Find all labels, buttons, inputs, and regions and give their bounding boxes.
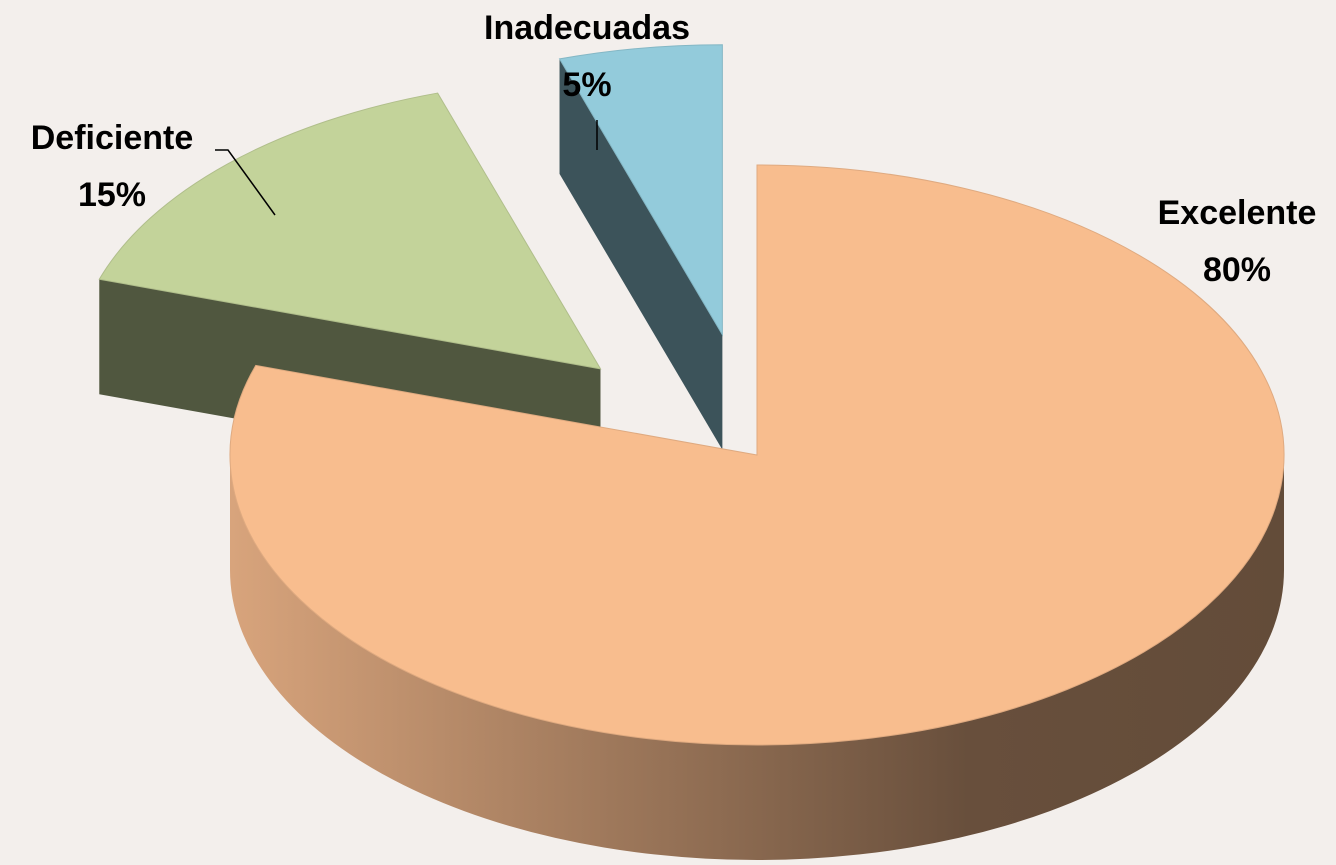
data-label-name: Inadecuadas (484, 9, 690, 47)
data-label-value: 5% (562, 66, 611, 104)
slice-top (558, 44, 723, 337)
leader-line (215, 149, 276, 216)
slice-top (98, 92, 602, 370)
slice-outer-wall (230, 455, 1284, 860)
slice (558, 44, 723, 450)
data-label-name: Excelente (1158, 194, 1317, 232)
data-label-value: 80% (1203, 251, 1271, 289)
slice-top (229, 164, 1285, 746)
data-label-name: Deficiente (31, 119, 194, 157)
slice (229, 164, 1285, 860)
slice-wall (559, 58, 723, 450)
data-label-value: 15% (78, 176, 146, 214)
